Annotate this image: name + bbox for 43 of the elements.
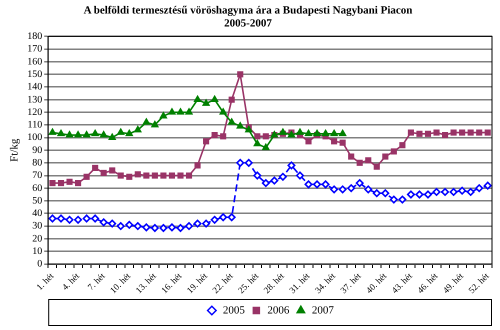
y-tick-label: 160 bbox=[27, 56, 42, 68]
x-tick-label: 25. hét bbox=[236, 270, 261, 296]
x-tick-label: 7. hét bbox=[86, 270, 108, 292]
y-tick-label: 180 bbox=[27, 31, 42, 42]
y-tick-label: 60 bbox=[32, 182, 42, 194]
y-tick-label: 70 bbox=[32, 170, 42, 182]
y-tick-label: 150 bbox=[27, 68, 42, 80]
y-tick-label: 170 bbox=[27, 44, 42, 55]
y-tick-label: 40 bbox=[32, 208, 42, 220]
legend-label: 2005 bbox=[222, 304, 246, 316]
x-tick-label: 4. hét bbox=[60, 270, 82, 292]
legend-label: 2006 bbox=[267, 304, 290, 316]
y-tick-label: 20 bbox=[32, 233, 42, 244]
y-tick-label: 110 bbox=[28, 120, 42, 131]
x-tick-label: 10. hét bbox=[108, 270, 133, 296]
x-tick-label: 34. hét bbox=[312, 270, 338, 296]
y-tick-label: 30 bbox=[32, 220, 42, 232]
y-tick-label: 10 bbox=[32, 246, 42, 258]
y-axis-title: Ft/kg bbox=[8, 138, 20, 162]
x-tick-label: 31. hét bbox=[287, 270, 312, 296]
y-tick-label: 130 bbox=[27, 94, 42, 106]
y-tick-label: 0 bbox=[37, 258, 42, 270]
y-tick-label: 120 bbox=[27, 106, 42, 118]
x-tick-label: 37. hét bbox=[338, 270, 364, 296]
y-tick-label: 90 bbox=[32, 144, 42, 156]
y-tick-label: 50 bbox=[32, 195, 42, 206]
x-tick-label: 19. hét bbox=[184, 270, 210, 296]
x-tick-label: 49. hét bbox=[440, 270, 466, 296]
legend-label: 2007 bbox=[312, 304, 334, 316]
chart-subtitle: 2005-2007 bbox=[224, 18, 272, 30]
x-tick-label: 28. hét bbox=[262, 270, 286, 296]
x-tick-label: 52. hét bbox=[466, 270, 492, 296]
y-tick-label: 80 bbox=[32, 157, 42, 168]
x-tick-label: 46. hét bbox=[415, 270, 440, 296]
x-tick-label: 40. hét bbox=[364, 270, 389, 296]
x-tick-label: 22. hét bbox=[210, 270, 236, 296]
y-tick-label: 140 bbox=[27, 82, 42, 93]
x-tick-label: 16. hét bbox=[159, 270, 184, 296]
x-tick-label: 13. hét bbox=[134, 270, 158, 296]
x-tick-label: 43. hét bbox=[390, 270, 414, 296]
y-tick-label: 100 bbox=[27, 132, 42, 144]
x-tick-label: 1. hét bbox=[34, 270, 56, 292]
chart-title: A belföldi termesztésű vöröshagyma ára a Budapesti Nagybani Piacon bbox=[84, 4, 412, 16]
